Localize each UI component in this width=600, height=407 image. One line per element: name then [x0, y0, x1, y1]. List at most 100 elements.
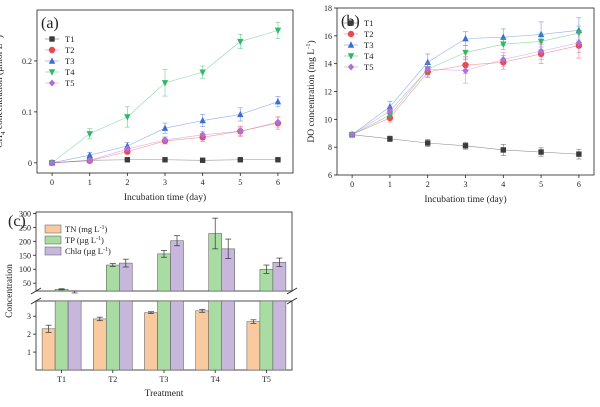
- data-point: [199, 157, 206, 163]
- data-point: [348, 131, 356, 139]
- legend-item: T1: [344, 18, 373, 28]
- data-point: [161, 80, 169, 87]
- bar-lower-T5-2: [272, 300, 287, 371]
- legend-label: T2: [364, 29, 373, 39]
- legend-marker: [347, 53, 355, 60]
- x-tick-label: 5: [539, 180, 543, 189]
- axis-break-mark: [286, 287, 298, 295]
- bar-lower-T1-2: [67, 300, 82, 371]
- data-point: [199, 116, 206, 124]
- x-tick-label: 0: [50, 178, 54, 187]
- legend-item: Chla (µg L-1): [44, 246, 111, 256]
- series-T3: [48, 96, 282, 166]
- bar-T4-0: [195, 310, 209, 371]
- data-point: [386, 112, 394, 119]
- y-tick-label: 0.2: [22, 57, 32, 66]
- panel-label: (a): [41, 15, 59, 32]
- data-point: [425, 140, 431, 146]
- bar-chart-c: 50 100 150 200 250 300 1 2 3 T1 T2 T3 T4 T5 Treatment C…: [5, 209, 298, 399]
- legend-marker: [48, 46, 56, 54]
- legend-label: T5: [364, 62, 373, 72]
- legend-label: T1: [65, 34, 74, 44]
- bar-lower-T3-2: [170, 300, 184, 371]
- data-point: [500, 41, 507, 48]
- x-tick-label: T5: [262, 375, 271, 384]
- y-tick-label: 50: [23, 279, 31, 288]
- y-axis-label: Concentration: [5, 264, 15, 318]
- y-tick-label: 0.1: [22, 108, 32, 117]
- y-tick-label: 6: [328, 171, 332, 180]
- y-tick-label: 2: [27, 330, 31, 339]
- legend-marker: [48, 57, 56, 64]
- x-tick-label: 3: [464, 180, 468, 189]
- y-tick-label: 100: [19, 265, 31, 274]
- x-tick-label: 2: [125, 178, 129, 187]
- legend-label: T5: [65, 78, 74, 88]
- data-point: [462, 67, 469, 75]
- y-tick-label: 18: [324, 4, 332, 13]
- data-point: [462, 143, 469, 149]
- data-point: [124, 157, 131, 163]
- data-point: [462, 34, 469, 42]
- data-point: [124, 114, 131, 121]
- bar-T2-1: [106, 264, 120, 292]
- x-tick-label: 0: [350, 180, 354, 189]
- series-T4: [48, 21, 282, 167]
- data-point: [386, 103, 394, 110]
- data-point: [274, 97, 282, 105]
- legend-item: T2: [344, 29, 373, 39]
- data-point: [162, 157, 168, 163]
- y-tick-label: 0: [28, 159, 32, 168]
- x-tick-label: 1: [388, 180, 392, 189]
- y-tick-label: 200: [19, 237, 31, 246]
- bar-lower-T3-1: [157, 300, 171, 371]
- y-tick-label: 14: [324, 60, 332, 69]
- bar-lower-T4-2: [221, 300, 235, 371]
- bar-lower-T5-1: [259, 300, 274, 371]
- data-point: [124, 142, 131, 149]
- y-tick-label: 12: [324, 88, 332, 97]
- bar-T5-0: [246, 321, 261, 371]
- axis-break-mark: [30, 297, 42, 305]
- series-T5: [348, 32, 583, 139]
- data-point: [86, 131, 93, 138]
- data-point: [237, 157, 243, 163]
- legend-item: T5: [45, 78, 74, 88]
- data-point: [576, 151, 582, 157]
- legend-marker: [48, 79, 56, 87]
- legend-label: T3: [364, 40, 373, 50]
- data-point: [274, 27, 282, 35]
- legend-label: TP (µg L-1): [65, 235, 104, 245]
- legend-label: T1: [364, 18, 373, 28]
- legend-marker: [347, 30, 355, 38]
- legend-label: T4: [65, 67, 75, 77]
- x-axis-label: Incubation time (day): [424, 194, 506, 205]
- data-point: [237, 127, 244, 135]
- x-axis-label: Incubation time (day): [124, 192, 206, 203]
- data-point: [275, 157, 281, 163]
- legend-marker: [49, 36, 55, 42]
- legend-swatch: [44, 235, 62, 245]
- bar-lower-T4-1: [208, 300, 222, 371]
- x-tick-label: T2: [108, 375, 117, 384]
- data-point: [386, 107, 394, 115]
- bar-lower-T2-2: [119, 300, 133, 371]
- bar-T3-1: [157, 253, 171, 292]
- data-point: [500, 147, 506, 153]
- axis-break-mark: [30, 287, 42, 295]
- x-tick-label: T3: [160, 375, 169, 384]
- data-point: [537, 38, 545, 46]
- legend-marker: [348, 20, 354, 26]
- x-tick-label: 2: [426, 180, 430, 189]
- legend-marker: [48, 69, 56, 76]
- bar-T3-0: [144, 312, 158, 371]
- data-point: [86, 151, 93, 158]
- legend-swatch: [44, 246, 62, 256]
- y-axis-label: DO concentration (mg L-1): [305, 40, 317, 142]
- axis-break-mark: [286, 297, 298, 305]
- data-point: [161, 136, 169, 144]
- y-tick-label: 1: [27, 348, 31, 357]
- legend-label: T3: [65, 56, 74, 66]
- legend-item: T5: [344, 62, 373, 72]
